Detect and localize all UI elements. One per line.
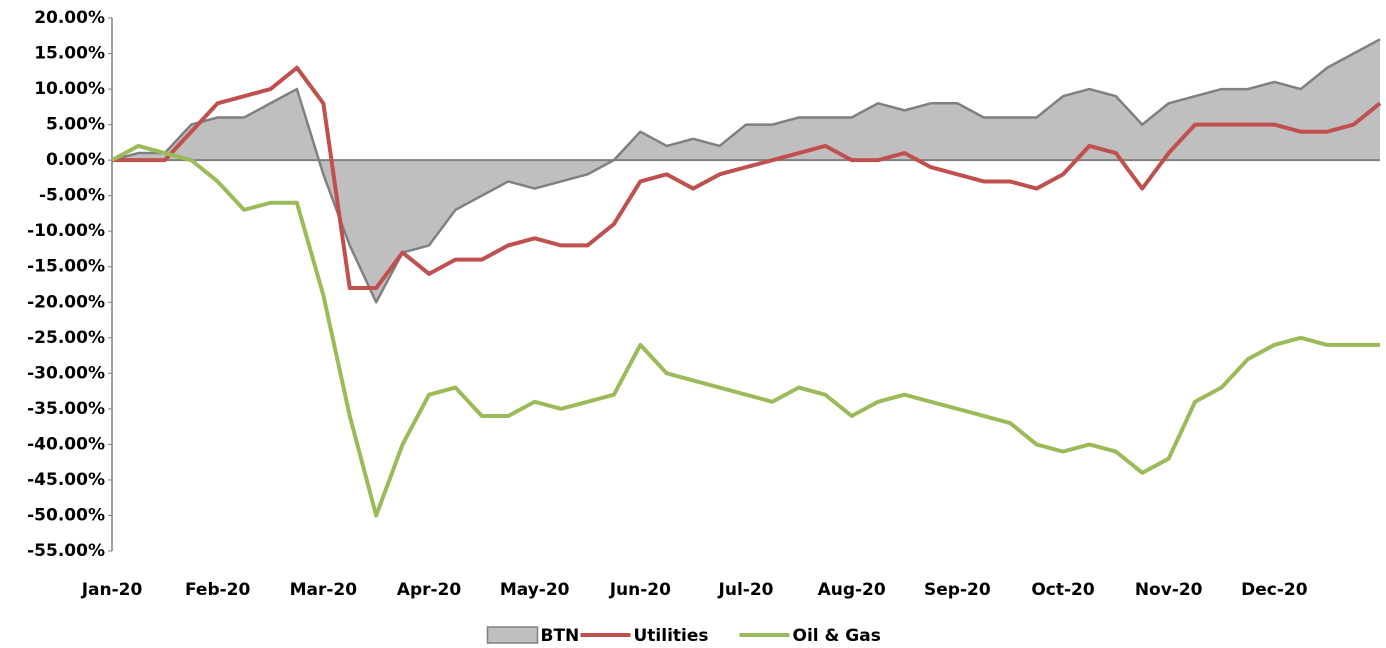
y-tick-label: -25.00% (27, 328, 105, 348)
legend-swatch (486, 626, 539, 644)
x-tick-label: Aug-20 (818, 580, 886, 600)
y-tick-label: -20.00% (27, 292, 105, 312)
y-tick-label: 10.00% (34, 79, 105, 99)
y-tick-label: 15.00% (34, 44, 105, 64)
y-tick-label: -30.00% (27, 363, 105, 383)
x-tick-label: Oct-20 (1031, 580, 1095, 600)
y-tick-label: -50.00% (27, 505, 105, 525)
x-tick-label: Jun-20 (609, 580, 671, 600)
y-tick-label: -40.00% (27, 434, 105, 454)
x-tick-label: Feb-20 (185, 580, 251, 600)
x-tick-label: Dec-20 (1241, 580, 1308, 600)
x-tick-label: Jul-20 (718, 580, 774, 600)
series-line (112, 65, 1382, 291)
y-tick-label: -35.00% (27, 399, 105, 419)
y-tick-label: -55.00% (27, 541, 105, 561)
x-tick-label: Mar-20 (290, 580, 358, 600)
x-tick-label: Sep-20 (924, 580, 991, 600)
y-tick-label: -5.00% (39, 186, 105, 206)
y-tick-label: -45.00% (27, 470, 105, 490)
area (112, 39, 1380, 303)
x-tick-label: May-20 (500, 580, 570, 600)
y-tick-label: -10.00% (27, 221, 105, 241)
y-tick-label: 20.00% (34, 8, 105, 28)
legend: BTN Utilities Oil & Gas (486, 626, 881, 646)
x-tick-label: Apr-20 (397, 580, 462, 600)
y-tick-label: 0.00% (46, 150, 105, 170)
legend-label: Oil & Gas (793, 626, 881, 646)
legend-label: BTN (541, 626, 580, 646)
legend-label: Utilities (634, 626, 709, 646)
y-tick-label: -15.00% (27, 257, 105, 277)
x-tick-label: Jan-20 (81, 580, 143, 600)
x-tick-label: Nov-20 (1135, 580, 1203, 600)
y-tick-label: 5.00% (46, 115, 105, 135)
series-line (111, 143, 1380, 518)
series-line (111, 38, 1381, 304)
